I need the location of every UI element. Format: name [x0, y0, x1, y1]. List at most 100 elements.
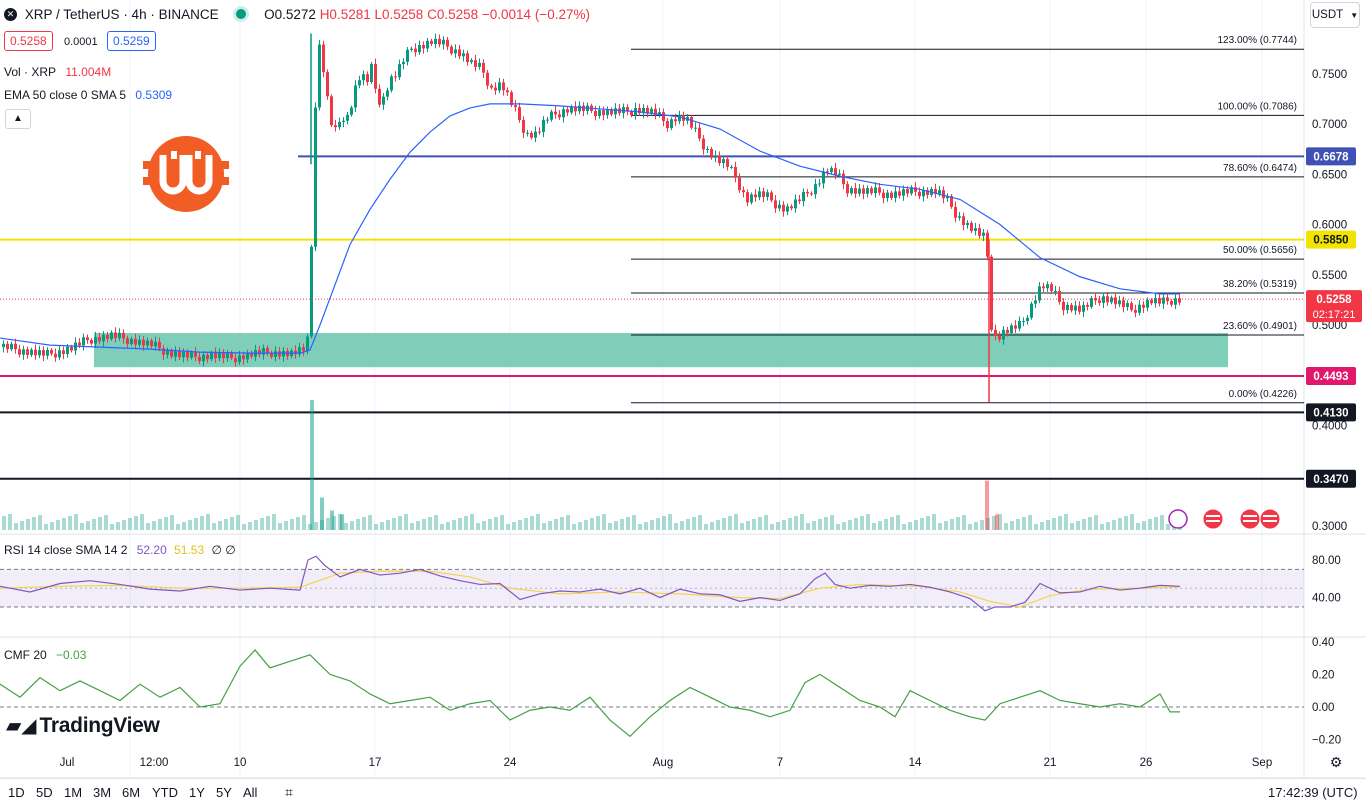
volume-bar: [158, 519, 162, 530]
candle-body: [298, 347, 301, 355]
candle-body: [550, 111, 553, 120]
candle-body: [6, 343, 9, 350]
candle-body: [518, 107, 521, 120]
candle-body: [606, 109, 609, 116]
timeframe-ytd[interactable]: YTD: [152, 785, 178, 800]
ema-value: 0.5309: [135, 87, 173, 102]
candle-body: [690, 116, 693, 128]
rsi-tick-label: 40.00: [1312, 593, 1341, 605]
volume-bar: [104, 515, 108, 530]
volume-bar: [296, 517, 300, 530]
volume-bar: [80, 523, 84, 530]
volume-bar: [20, 521, 24, 530]
timeframe-5d[interactable]: 5D: [36, 785, 53, 800]
timeframe-5y[interactable]: 5Y: [216, 785, 232, 800]
volume-bar: [506, 524, 510, 530]
rsi-sma-value: 51.53: [174, 542, 205, 557]
market-status-icon: [236, 9, 247, 20]
volume-bar: [638, 524, 642, 530]
candle-body: [1022, 320, 1025, 322]
rsi-legend: RSI 14 close SMA 14 2 52.20 51.53 ∅ ∅: [4, 542, 236, 557]
volume-bar: [32, 517, 36, 530]
volume-bar: [290, 519, 294, 530]
symbol-title[interactable]: XRP / TetherUS · 4h · BINANCE: [24, 6, 219, 22]
currency-label: USDT: [1311, 9, 1343, 21]
volume-bar: [1088, 517, 1092, 530]
volume-bar: [314, 522, 318, 530]
candle-body: [490, 85, 493, 88]
candle-body: [414, 48, 417, 53]
timeframe-3m[interactable]: 3M: [93, 785, 112, 800]
volume-bar: [962, 515, 966, 530]
candle-body: [358, 80, 361, 86]
candle-body: [462, 53, 465, 57]
timeframe-1y[interactable]: 1Y: [189, 785, 205, 800]
rsi-pane: [0, 555, 1304, 612]
candle-body: [910, 187, 913, 194]
timeframe-6m[interactable]: 6M: [122, 785, 141, 800]
volume-bar: [584, 520, 588, 530]
candle-body: [206, 354, 209, 360]
volume-bar: [1124, 516, 1128, 530]
currency-selector[interactable]: USDT ▼: [1310, 2, 1360, 28]
candle-body: [582, 105, 585, 112]
gear-icon[interactable]: ⚙: [1330, 755, 1343, 771]
candle-body: [38, 350, 41, 356]
calendar-range-icon[interactable]: ⌗: [285, 784, 293, 800]
candle-body: [14, 343, 17, 350]
candle-body: [958, 216, 961, 218]
close-icon[interactable]: ✕: [4, 7, 17, 21]
candle-body: [858, 188, 861, 194]
volume-bar: [428, 517, 432, 530]
sell-price-box[interactable]: 0.5258: [4, 31, 53, 51]
flag-stripe: [1263, 515, 1277, 517]
volume-bar: [980, 520, 984, 530]
volume-bar: [86, 521, 90, 530]
candle-body: [894, 191, 897, 198]
collapse-legend-button[interactable]: ▲: [5, 109, 31, 129]
candle-body: [538, 131, 541, 133]
candle-body: [338, 121, 341, 128]
volume-bar: [1052, 518, 1056, 530]
candle-body: [482, 62, 485, 73]
fib-level-label: 23.60% (0.4901): [1223, 321, 1297, 332]
volume-label: Vol · XRP: [4, 64, 57, 79]
timeframe-all[interactable]: All: [243, 785, 258, 800]
candle-body: [1130, 303, 1133, 310]
volume-bar: [1118, 518, 1122, 530]
candle-body: [238, 355, 241, 363]
volume-bar: [758, 517, 762, 530]
candle-body: [1010, 325, 1013, 334]
volume-bar: [350, 521, 354, 530]
volume-bar: [464, 516, 468, 530]
candle-body: [598, 110, 601, 116]
candle-body: [302, 347, 305, 351]
volume-bar: [698, 515, 702, 530]
timeframe-1m[interactable]: 1M: [64, 785, 83, 800]
level-price-label: 0.4493: [1313, 371, 1348, 383]
volume-bar: [320, 497, 324, 530]
candle-body: [982, 232, 985, 236]
candle-body: [806, 191, 809, 194]
chart-canvas[interactable]: 123.00% (0.7744) 100.00% (0.7086) 78.60% (…: [0, 0, 1366, 778]
buy-price-box[interactable]: 0.5259: [107, 31, 156, 51]
volume-bar: [1028, 515, 1032, 530]
candle-body: [422, 45, 425, 49]
volume-bar: [686, 519, 690, 530]
candle-body: [862, 188, 865, 194]
flag-stripe: [1263, 520, 1277, 522]
volume-bar: [578, 522, 582, 530]
candle-body: [886, 192, 889, 199]
volume-bar: [164, 517, 168, 530]
candle-body: [1002, 329, 1005, 340]
candle-body: [974, 228, 977, 231]
volume-bar: [260, 518, 264, 530]
candle-body: [442, 39, 445, 45]
utc-clock[interactable]: 17:42:39 (UTC): [1268, 785, 1358, 800]
candle-body: [398, 64, 401, 78]
us-flag-event-icon: [1239, 508, 1261, 530]
volume-bar: [248, 522, 252, 530]
flag-stripe: [1206, 515, 1220, 517]
volume-bar: [512, 522, 516, 530]
timeframe-1d[interactable]: 1D: [8, 785, 25, 800]
